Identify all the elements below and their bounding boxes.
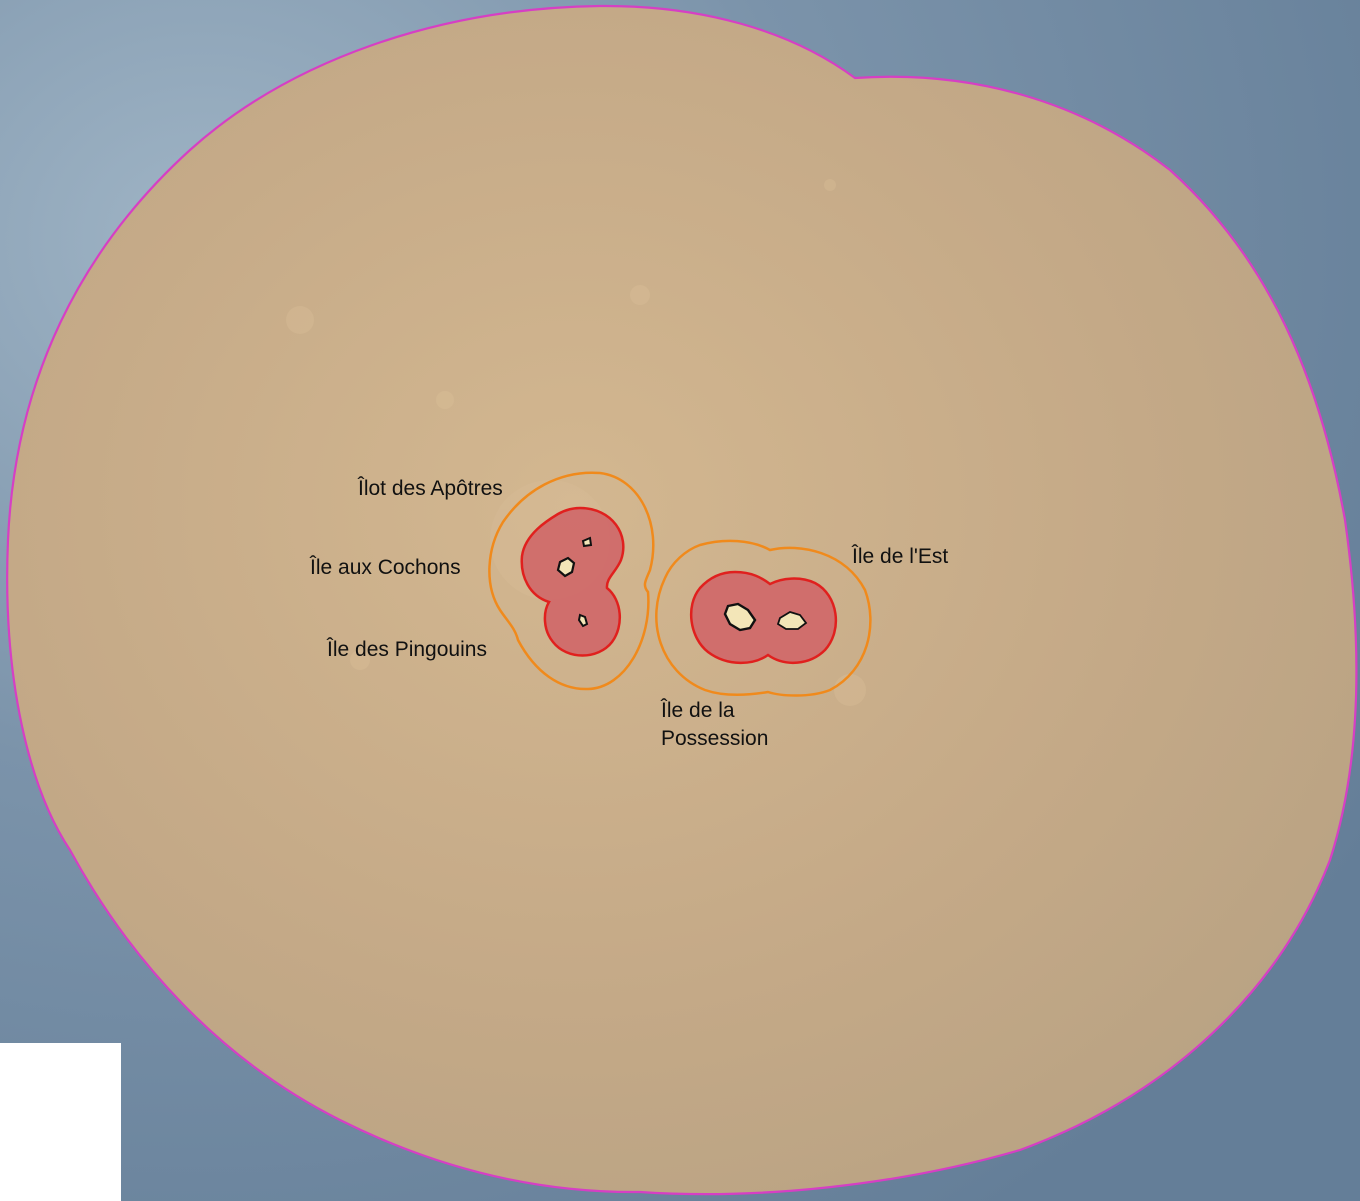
islands: [556, 536, 808, 632]
label-ile-de-la-possession-line2: Possession: [661, 727, 768, 750]
east-inner-zone[interactable]: [689, 570, 838, 665]
corner-blank-panel: [0, 1043, 121, 1201]
island-cochons[interactable]: [556, 556, 576, 578]
island-pingouins[interactable]: [577, 613, 589, 628]
east-intermediate-zone[interactable]: [655, 539, 872, 697]
west-intermediate-zone[interactable]: [488, 471, 655, 691]
label-ile-de-l-est: Île de l'Est: [851, 545, 948, 568]
outer-boundary-zone[interactable]: [6, 4, 1358, 1196]
label-ile-de-la-possession-line1: Île de la: [660, 699, 735, 722]
island-apotres[interactable]: [581, 536, 593, 548]
label-ile-aux-cochons: Île aux Cochons: [309, 556, 461, 579]
label-ile-des-pingouins: Île des Pingouins: [326, 638, 487, 661]
island-possession[interactable]: [723, 602, 757, 632]
label-ilot-des-apotres: Îlot des Apôtres: [357, 477, 503, 500]
island-est[interactable]: [776, 611, 808, 630]
west-inner-zone[interactable]: [520, 506, 625, 657]
